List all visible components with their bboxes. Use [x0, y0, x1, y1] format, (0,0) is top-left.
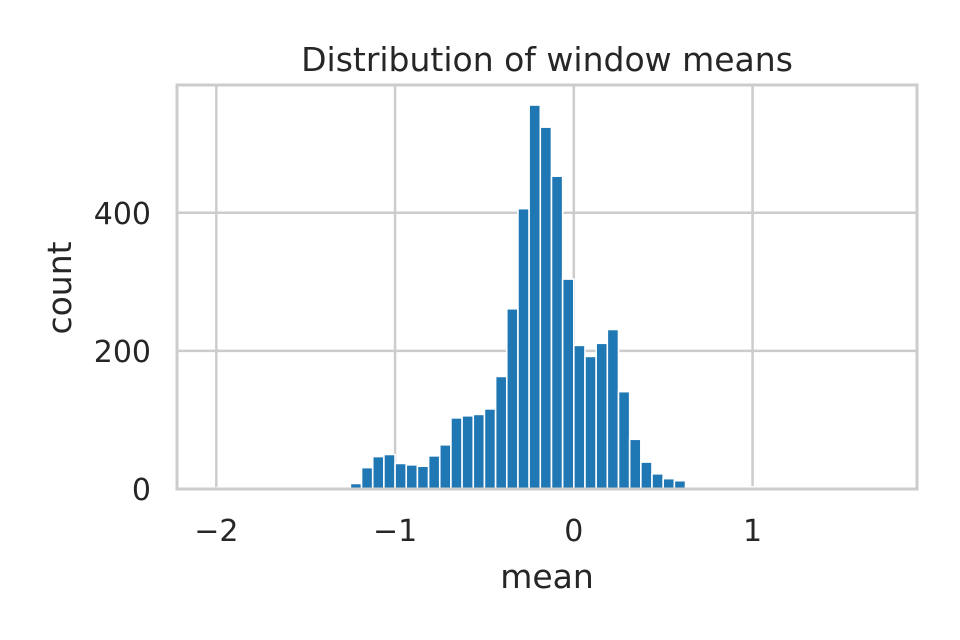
histogram-bar	[371, 455, 385, 490]
chart-title: Distribution of window means	[301, 40, 793, 79]
histogram-bar	[405, 464, 419, 490]
histogram-bar	[584, 355, 597, 490]
histogram-bar	[640, 461, 653, 490]
y-tick-label: 200	[94, 335, 151, 370]
x-tick-label: 0	[564, 514, 583, 549]
histogram-bar	[360, 466, 374, 490]
histogram-bar	[461, 414, 475, 490]
histogram-bar	[383, 453, 396, 490]
histogram-bar	[539, 126, 553, 490]
histogram-bar	[483, 408, 497, 490]
y-tick-label: 400	[94, 197, 151, 232]
histogram-bar	[494, 375, 508, 490]
bars-layer	[215, 104, 888, 490]
histogram-bar	[472, 413, 486, 490]
histogram-bar	[606, 328, 620, 490]
plot-frame	[175, 83, 919, 491]
x-tick-label: 1	[743, 514, 762, 549]
x-tick-labels: −2 −1 0 1	[194, 514, 762, 549]
y-tick-labels: 0 200 400	[94, 197, 151, 508]
x-axis-label: mean	[500, 557, 594, 596]
histogram-bar	[528, 104, 542, 490]
y-tick-label: 0	[132, 473, 151, 508]
histogram-bar	[573, 344, 586, 490]
histogram-bar	[416, 465, 430, 490]
histogram-bar	[450, 417, 463, 490]
histogram-bar	[438, 444, 452, 490]
histogram-bar	[628, 438, 642, 490]
histogram-bar	[617, 390, 631, 490]
histogram-bar	[394, 462, 408, 490]
histogram-bar	[550, 175, 564, 490]
histogram-bar	[651, 473, 664, 490]
x-tick-label: −2	[194, 514, 238, 549]
histogram-bar	[561, 278, 575, 490]
x-tick-label: −1	[373, 514, 417, 549]
histogram-bar	[505, 307, 519, 490]
histogram-bar	[662, 477, 676, 490]
histogram-bar	[595, 342, 609, 490]
histogram-bar	[427, 455, 441, 490]
y-axis-label: count	[40, 241, 79, 334]
histogram-bar	[517, 207, 530, 490]
